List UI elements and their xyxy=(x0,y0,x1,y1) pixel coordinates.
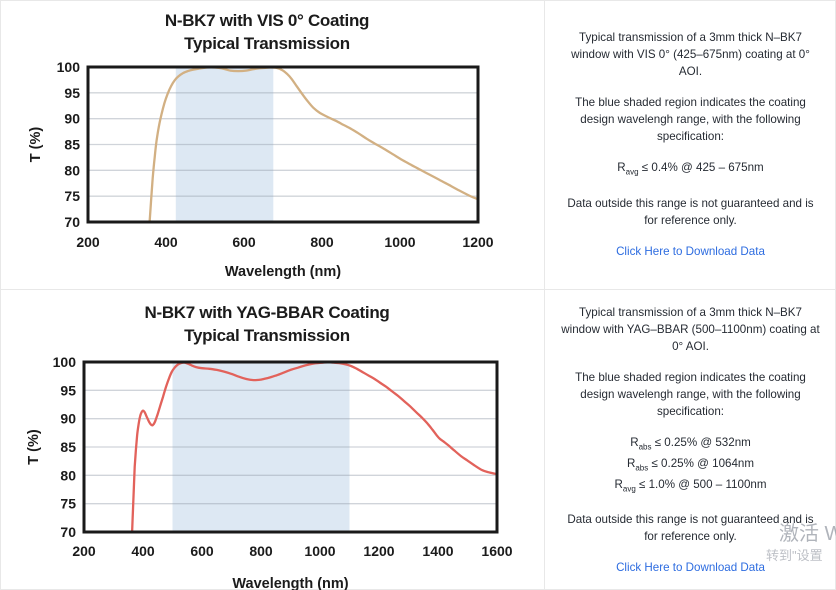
panel-yag-coating: 200 400 600 800 1000 1200 1400 1600 70 75 80 85 90 95… xyxy=(0,290,836,590)
x-tick-label: 800 xyxy=(249,543,273,559)
spec-list: Rabs ≤ 0.25% @ 532nm Rabs ≤ 0.25% @ 1064n… xyxy=(555,434,826,498)
y-tick-label: 85 xyxy=(60,439,76,455)
plot-border xyxy=(86,65,480,224)
x-tick-label: 1000 xyxy=(384,234,415,250)
x-tick-label: 1200 xyxy=(462,234,493,250)
chart-title-line2: Typical Transmission xyxy=(184,326,350,345)
transmission-chart-vis: 200 400 600 800 1000 1200 70 75 80 85 90 95 100 Wavel… xyxy=(28,59,494,280)
spec-line: Rabs ≤ 0.25% @ 532nm xyxy=(630,435,751,451)
description-paragraph: Typical transmission of a 3mm thick N–BK… xyxy=(571,31,810,79)
x-tick-label: 1400 xyxy=(422,543,453,559)
description-paragraph: The blue shaded region indicates the coa… xyxy=(575,96,806,144)
y-tick-label: 95 xyxy=(64,85,80,101)
x-tick-label: 600 xyxy=(190,543,214,559)
y-tick-label: 100 xyxy=(53,354,77,370)
spec-line: Ravg ≤ 0.4% @ 425 – 675nm xyxy=(617,161,764,177)
info-panel-yag: Typical transmission of a 3mm thick N–BK… xyxy=(545,290,836,590)
y-tick-label: 90 xyxy=(64,111,80,127)
x-tick-label: 600 xyxy=(232,234,256,250)
design-range-shaded-region xyxy=(175,67,274,222)
transmission-chart-yag: 200 400 600 800 1000 1200 1400 1600 70 75 80 85 90 95… xyxy=(26,354,513,590)
chart-cell-yag: 200 400 600 800 1000 1200 1400 1600 70 75 80 85 90 95… xyxy=(0,290,545,590)
chart-title-yag: N-BK7 with YAG-BBAR Coating Typical Tran… xyxy=(0,301,534,347)
y-tick-label: 75 xyxy=(60,496,76,512)
info-panel-vis: Typical transmission of a 3mm thick N–BK… xyxy=(545,0,836,289)
spec-line: Rabs ≤ 0.25% @ 1064nm xyxy=(626,456,755,473)
spec-line: Ravg ≤ 1.0% @ 500 – 1100nm xyxy=(614,478,767,494)
x-axis-label: Wavelength (nm) xyxy=(225,264,341,280)
plot-border xyxy=(82,360,499,534)
x-tick-label: 800 xyxy=(310,234,334,250)
y-axis-label: T (%) xyxy=(26,429,42,465)
disclaimer-text: Data outside this range is not guarantee… xyxy=(567,196,814,227)
y-tick-label: 70 xyxy=(60,524,76,540)
x-tick-label: 400 xyxy=(131,543,155,559)
x-tick-label: 1200 xyxy=(363,543,394,559)
chart-title-line1: N-BK7 with VIS 0° Coating xyxy=(164,11,370,30)
x-tick-label: 200 xyxy=(72,543,96,559)
download-data-link[interactable]: Click Here to Download Data xyxy=(616,561,765,575)
description-paragraph: The blue shaded region indicates the coa… xyxy=(575,370,806,418)
y-tick-label: 70 xyxy=(64,214,80,230)
panel-vis-coating: 200 400 600 800 1000 1200 70 75 80 85 90 95 100 Wavel… xyxy=(0,0,836,290)
description-paragraph: Typical transmission of a 3mm thick N–BK… xyxy=(561,305,820,353)
disclaimer-text: Data outside this range is not guarantee… xyxy=(567,513,814,544)
y-tick-label: 85 xyxy=(64,137,80,153)
chart-cell-vis: 200 400 600 800 1000 1200 70 75 80 85 90 95 100 Wavel… xyxy=(0,0,545,289)
y-tick-label: 80 xyxy=(60,467,76,483)
transmission-curve xyxy=(148,66,478,224)
chart-title-vis: N-BK7 with VIS 0° Coating Typical Transm… xyxy=(0,9,534,55)
chart-title-line1: N-BK7 with YAG-BBAR Coating xyxy=(144,303,390,322)
y-axis-label: T (%) xyxy=(28,127,44,163)
y-tick-label: 95 xyxy=(60,382,76,398)
design-range-shaded-region xyxy=(172,362,350,532)
x-tick-label: 200 xyxy=(76,234,100,250)
download-data-link[interactable]: Click Here to Download Data xyxy=(616,244,765,258)
y-tick-label: 80 xyxy=(64,162,80,178)
x-axis-label: Wavelength (nm) xyxy=(232,576,348,590)
x-tick-label: 400 xyxy=(154,234,178,250)
y-tick-label: 100 xyxy=(57,59,81,75)
chart-title-line2: Typical Transmission xyxy=(184,34,350,53)
x-tick-label: 1600 xyxy=(481,543,512,559)
y-tick-label: 90 xyxy=(60,411,76,427)
transmission-curve xyxy=(130,361,497,534)
y-tick-label: 75 xyxy=(64,188,80,204)
x-tick-label: 1000 xyxy=(304,543,335,559)
spec-list: Ravg ≤ 0.4% @ 425 – 675nm xyxy=(555,159,826,180)
